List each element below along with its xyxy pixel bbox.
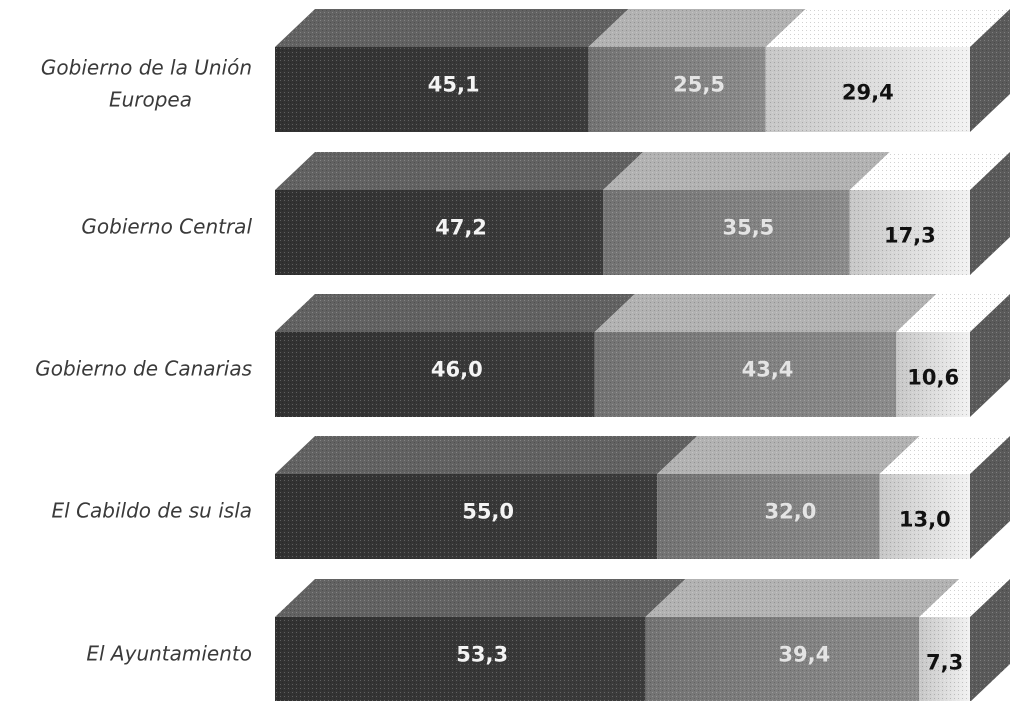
bar-segment-texture (275, 474, 658, 559)
bar-side-texture (970, 294, 1010, 417)
bar-group (275, 294, 1010, 417)
labels-layer: 45,1 25,5 29,4 Gobierno de la Unión Europea 4… (35, 56, 963, 675)
bar-segment-texture (594, 332, 897, 417)
bar-group (275, 9, 1010, 132)
bar-segment-texture (275, 47, 589, 132)
bar-side-texture (970, 9, 1010, 132)
bar-segment-top-texture (275, 294, 635, 332)
bar-segment-top-texture (275, 152, 644, 190)
bar-segment-texture (919, 617, 970, 701)
data-label: 13,0 (899, 508, 951, 532)
bar-segment-top-texture (594, 294, 937, 332)
data-label: 39,4 (778, 643, 830, 667)
bar-segment-top-texture (588, 9, 806, 47)
category-label: El Ayuntamiento (86, 642, 252, 666)
data-label: 45,1 (428, 73, 480, 97)
bar-segment-texture (849, 190, 970, 275)
data-label: 46,0 (431, 358, 483, 382)
bar-segment-top-texture (275, 436, 698, 474)
bar-segment-texture (275, 190, 604, 275)
data-label: 29,4 (842, 81, 894, 105)
bar-segment-top-texture (765, 9, 1010, 47)
bar-segment-texture (275, 617, 646, 701)
bar-segment-top-texture (603, 152, 890, 190)
bar-group (275, 436, 1010, 559)
bar-segment-texture (275, 332, 595, 417)
category-label-line: Gobierno de Canarias (35, 357, 252, 381)
bar-segment-texture (879, 474, 970, 559)
data-label: 53,3 (456, 643, 508, 667)
bar-segment-top-texture (849, 152, 1010, 190)
category-label: Gobierno de Canarias (35, 357, 252, 381)
bar-segment-top-texture (879, 436, 1010, 474)
data-label: 35,5 (722, 216, 774, 240)
data-label: 55,0 (462, 500, 514, 524)
category-label-line: El Cabildo de su isla (52, 499, 252, 523)
data-label: 32,0 (765, 500, 817, 524)
data-label: 43,4 (742, 358, 794, 382)
bars-layer (275, 9, 1010, 701)
category-label-line: Gobierno Central (81, 215, 252, 239)
bar-group (275, 579, 1010, 701)
bar-segment-texture (657, 474, 880, 559)
bar-segment-top-texture (275, 579, 686, 617)
bar-segment-top-texture (645, 579, 960, 617)
data-label: 17,3 (884, 224, 936, 248)
bar-side-texture (970, 579, 1010, 701)
category-label: Gobierno Central (81, 215, 252, 239)
bar-side-texture (970, 436, 1010, 559)
category-label-line: Gobierno de la Unión (41, 56, 252, 80)
bar-segment-texture (588, 47, 766, 132)
category-label-line: El Ayuntamiento (86, 642, 252, 666)
bar-segment-texture (645, 617, 920, 701)
bar-group (275, 152, 1010, 275)
bar-segment-texture (896, 332, 970, 417)
bar-segment-top-texture (275, 9, 629, 47)
data-label: 47,2 (435, 216, 487, 240)
category-label: El Cabildo de su isla (52, 499, 252, 523)
bar-segment-top-texture (657, 436, 920, 474)
data-label: 25,5 (673, 73, 725, 97)
bar-segment-texture (765, 47, 970, 132)
category-label: Gobierno de la Unión Europea (41, 56, 252, 112)
data-label: 7,3 (926, 651, 963, 675)
bar-segment-top-texture (919, 579, 1010, 617)
data-label: 10,6 (907, 366, 959, 390)
bar-side-texture (970, 152, 1010, 275)
category-label-line: Europea (109, 88, 192, 112)
bar-segment-top-texture (896, 294, 1010, 332)
bar-segment-texture (603, 190, 850, 275)
